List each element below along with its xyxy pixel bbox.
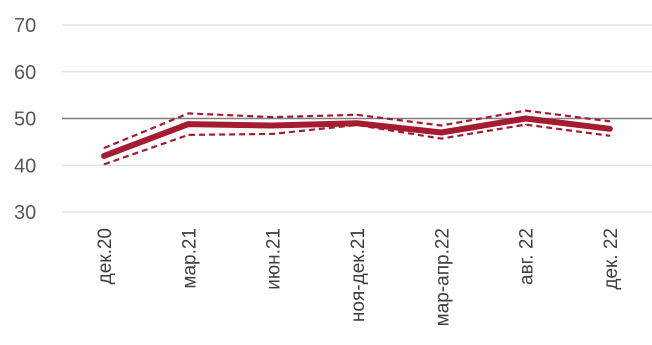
series-group bbox=[101, 109, 613, 166]
y-tick-label-60: 60 bbox=[14, 62, 36, 84]
series-3-point-4 bbox=[356, 124, 358, 126]
series-1-point-1 bbox=[102, 154, 106, 158]
series-3-point-6 bbox=[524, 123, 527, 126]
x-tick-label-5: мар-апр.22 bbox=[432, 228, 453, 326]
series-2-point-2 bbox=[187, 112, 190, 114]
series-line-3 bbox=[103, 123, 611, 166]
series-1-point-2 bbox=[186, 122, 190, 126]
y-tick-label-30: 30 bbox=[14, 202, 36, 224]
series-2-point-7 bbox=[609, 120, 611, 122]
y-tick-label-70: 70 bbox=[14, 15, 36, 37]
series-3-point-2 bbox=[187, 134, 190, 136]
series-1-point-4 bbox=[355, 121, 359, 125]
x-tick-label-3: июн.21 bbox=[264, 228, 285, 290]
x-tick-label-6: авг. 22 bbox=[517, 228, 538, 285]
series-1-point-6 bbox=[524, 117, 528, 120]
series-3-point-1 bbox=[103, 163, 105, 165]
series-3-point-3 bbox=[272, 133, 274, 135]
x-tick-label-2: мар.21 bbox=[179, 228, 200, 289]
x-tick-label-4: ноя-дек.21 bbox=[348, 228, 369, 322]
series-2-point-1 bbox=[103, 147, 105, 149]
x-axis-ticks: дек.20 мар.21 июн.21 ноя-дек.21 мар-апр.22 ав… bbox=[95, 228, 622, 326]
gridlines bbox=[62, 24, 652, 213]
x-tick-label-1: дек.20 bbox=[95, 228, 116, 284]
series-1-point-5 bbox=[439, 131, 443, 135]
series-1-point-3 bbox=[271, 124, 275, 128]
x-tick-label-7: дек. 22 bbox=[601, 228, 622, 290]
series-2-point-3 bbox=[272, 116, 274, 118]
series-2-point-6 bbox=[524, 109, 527, 112]
series-2-point-5 bbox=[440, 124, 442, 127]
series-3-point-5 bbox=[440, 138, 442, 140]
series-3-point-7 bbox=[609, 135, 611, 137]
y-tick-label-40: 40 bbox=[14, 155, 36, 177]
series-2-point-4 bbox=[356, 114, 358, 116]
y-axis-ticks: 30 40 50 60 70 bbox=[14, 15, 36, 224]
series-1-point-7 bbox=[608, 127, 612, 131]
y-tick-label-50: 50 bbox=[14, 109, 36, 131]
